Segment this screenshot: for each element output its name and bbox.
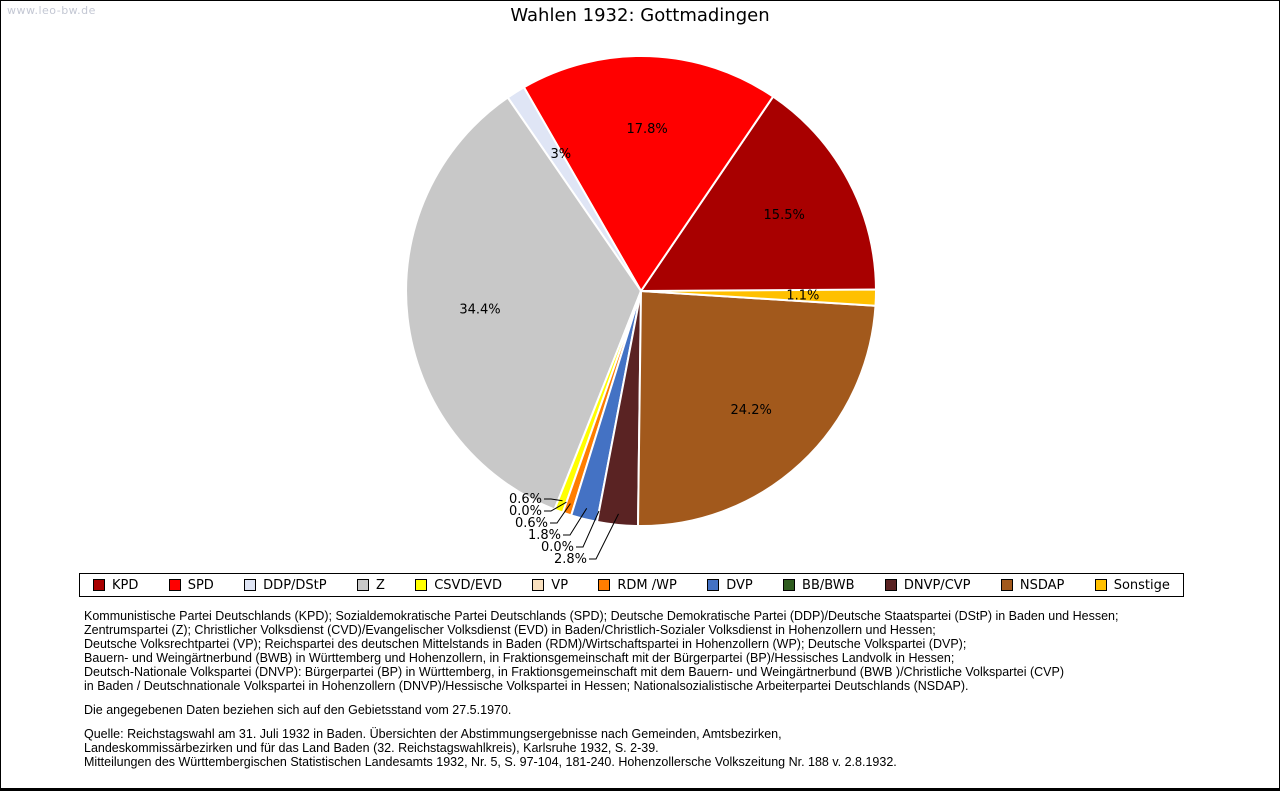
page-title: Wahlen 1932: Gottmadingen	[510, 5, 770, 26]
source-line: Quelle: Reichstagswahl am 31. Juli 1932 …	[84, 727, 782, 741]
definition-line: Deutsche Volksrechtpartei (VP); Reichspa…	[84, 637, 967, 651]
legend-item-csvd-evd: CSVD/EVD	[415, 578, 502, 593]
pie-chart: 15.5%17.8%1.3%34.4%24.2%1.1%0.6%0.0%0.6%…	[405, 54, 878, 567]
legend-label-nsdap: NSDAP	[1019, 577, 1065, 593]
legend-item-rdm-wp: RDM /WP	[598, 577, 677, 593]
callout-line-csvd-evd	[544, 498, 563, 502]
territory-note: Die angegebenen Daten beziehen sich auf …	[84, 703, 512, 717]
slice-label-rdm-wp: 0.6%	[515, 516, 548, 531]
definition-line: Zentrumspartei (Z); Christlicher Volksdi…	[84, 623, 936, 637]
legend-item-spd: SPD	[168, 577, 214, 593]
source-line: Landeskommissärbezirken und für das Land…	[84, 741, 659, 755]
legend-swatch-kpd	[93, 579, 105, 591]
callout-line-dnvp-cvp	[589, 513, 619, 560]
legend-swatch-rdm-wp	[598, 579, 611, 591]
legend-item-sonstige: Sonstige	[1094, 577, 1170, 593]
legend-label-dnvp-cvp: DNVP/CVP	[903, 577, 971, 593]
slice-label-dvp: 1.8%	[528, 528, 561, 543]
legend-swatch-ddp-dstp	[244, 579, 257, 591]
callout-line-dvp	[563, 508, 588, 536]
legend-item-dvp: DVP	[707, 578, 753, 593]
legend-swatch-z	[356, 579, 369, 591]
legend-label-kpd: KPD	[112, 577, 139, 593]
pie-slice-spd	[522, 54, 775, 293]
legend-label-spd: SPD	[187, 577, 214, 593]
callout-line-bb-bwb	[576, 510, 600, 548]
definition-line: Deutsch-Nationale Volkspartei (DNVP): Bü…	[84, 665, 1065, 679]
pie-slice-kpd	[639, 95, 878, 292]
slice-label-dnvp-cvp: 2.8%	[554, 552, 587, 567]
legend-swatch-nsdap	[1000, 579, 1013, 591]
legend-swatch-sonstige	[1094, 579, 1107, 591]
legend-item-kpd: KPD	[93, 578, 138, 593]
slice-label-sonstige: 1.1%	[786, 289, 819, 304]
legend-label-sonstige: Sonstige	[1113, 577, 1170, 593]
notes: Kommunistische Partei Deutschlands (KPD)…	[84, 609, 1200, 769]
legend-label-bb-bwb: BB/BWB	[802, 577, 855, 593]
legend-swatch-dvp	[707, 579, 720, 591]
legend-swatch-bb-bwb	[783, 579, 796, 591]
party-definitions: Kommunistische Partei Deutschlands (KPD)…	[84, 609, 1200, 693]
legend-label-z: Z	[375, 577, 385, 593]
legend-item-bb-bwb: BB/BWB	[783, 577, 855, 593]
slice-label-bb-bwb: 0.0%	[541, 540, 574, 555]
legend-item-dnvp-cvp: DNVP/CVP	[884, 577, 971, 593]
legend-label-vp: VP	[551, 577, 569, 593]
legend: KPD SPD DDP/DStP Z CSVD/EVD VP RDM /WP DVP BB/BW…	[79, 573, 1184, 597]
slice-label-spd: 17.8%	[626, 122, 667, 137]
pie-slice-nsdap	[636, 289, 877, 528]
definition-line: Bauern- und Weingärtnerbund (BWB) in Wür…	[84, 651, 955, 665]
pie-slice-sonstige	[640, 288, 878, 307]
legend-label-csvd-evd: CSVD/EVD	[434, 577, 502, 593]
legend-label-rdm-wp: RDM /WP	[617, 577, 677, 593]
watermark: www.leo-bw.de	[7, 4, 96, 17]
source-line: Mitteilungen des Württembergischen Stati…	[84, 755, 897, 769]
definition-line: in Baden / Deutschnationale Volkspartei …	[84, 679, 969, 693]
slice-label-vp: 0.0%	[509, 504, 542, 519]
pie-slice-z	[405, 96, 643, 511]
slice-label-z: 34.4%	[459, 302, 500, 317]
legend-label-dvp: DVP	[726, 577, 753, 593]
legend-label-ddp-dstp: DDP/DStP	[263, 577, 327, 593]
slice-label-csvd-evd: 0.6%	[509, 492, 542, 507]
legend-item-z: Z	[356, 577, 385, 593]
legend-item-ddp-dstp: DDP/DStP	[244, 577, 327, 593]
legend-swatch-spd	[168, 579, 181, 591]
callout-line-vp	[544, 501, 567, 512]
slice-label-kpd: 15.5%	[764, 208, 805, 223]
legend-swatch-vp	[532, 579, 545, 591]
callout-line-rdm-wp	[550, 503, 571, 524]
legend-item-nsdap: NSDAP	[1000, 577, 1065, 593]
legend-swatch-csvd-evd	[415, 579, 428, 591]
definition-line: Kommunistische Partei Deutschlands (KPD)…	[84, 609, 1119, 623]
legend-item-vp: VP	[532, 578, 568, 593]
source-block: Quelle: Reichstagswahl am 31. Juli 1932 …	[84, 727, 1200, 769]
slice-label-nsdap: 24.2%	[731, 403, 772, 418]
legend-swatch-dnvp-cvp	[884, 579, 897, 591]
